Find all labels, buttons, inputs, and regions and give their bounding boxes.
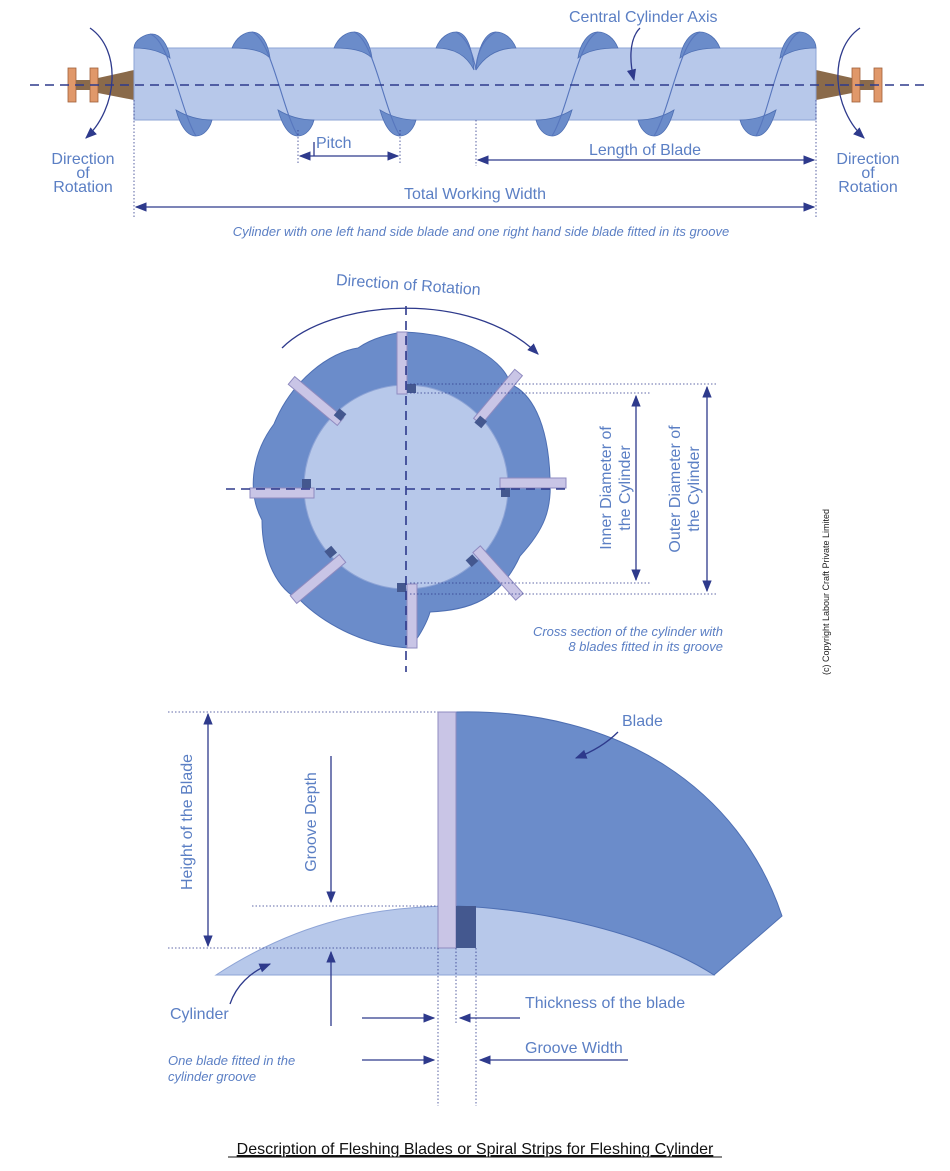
top-caption: Cylinder with one left hand side blade a…: [233, 224, 730, 239]
pitch-label: Pitch: [316, 135, 352, 152]
thickness-label: Thickness of the blade: [525, 995, 685, 1012]
svg-text:the Cylinder: the Cylinder: [686, 446, 703, 532]
cylinder-label: Cylinder: [170, 1006, 229, 1023]
copyright-text: (c) Copyright Labour Craft Private Limit…: [821, 509, 831, 675]
svg-text:of: of: [76, 165, 90, 182]
cross-section-view: Direction of Rotation: [226, 272, 723, 672]
detail-note: One blade fitted in the cylinder groove: [168, 1053, 295, 1084]
blade-strips: [249, 331, 567, 649]
groove-block: [456, 906, 476, 948]
svg-text:Cross section of the cylinder: Cross section of the cylinder with: [533, 624, 723, 639]
total-width-label: Total Working Width: [404, 186, 546, 203]
blade-edge-strip: [437, 711, 457, 949]
svg-text:One blade fitted in the: One blade fitted in the: [168, 1053, 295, 1068]
svg-text:cylinder groove: cylinder groove: [168, 1069, 256, 1084]
svg-text:Direction: Direction: [51, 151, 114, 168]
svg-text:8 blades fitted in its groove: 8 blades fitted in its groove: [568, 639, 723, 654]
outer-diameter-label: Outer Diameter of the Cylinder: [667, 425, 703, 553]
rotation-label: Direction of Rotation: [335, 272, 481, 299]
axis-pointer: [626, 27, 641, 82]
cylinder-body: [133, 47, 817, 121]
axis-label: Central Cylinder Axis: [569, 9, 718, 26]
svg-text:Rotation: Rotation: [838, 179, 898, 196]
inner-diameter-label: Inner Diameter of the Cylinder: [598, 426, 634, 550]
blade-height-label: Height of the Blade: [179, 754, 196, 890]
rotation-arrow-right: [837, 27, 865, 139]
spiral-strands: [149, 31, 801, 137]
svg-text:Rotation: Rotation: [53, 179, 113, 196]
blade-pointer: [574, 731, 619, 759]
svg-text:Inner Diameter of: Inner Diameter of: [598, 426, 615, 550]
rotation-label-left: Direction of Rotation: [51, 151, 114, 196]
blade-detail-view: Height of the Blade Groove Depth Blade C…: [168, 711, 783, 1106]
cylinder-side-view: Central Cylinder Axis Direction of Rotat…: [30, 9, 925, 239]
groove-width-label: Groove Width: [525, 1040, 623, 1057]
figure-title: Description of Fleshing Blades or Spiral…: [237, 1141, 714, 1158]
groove-depth-label: Groove Depth: [303, 772, 320, 872]
cross-section-caption: Cross section of the cylinder with 8 bla…: [533, 624, 723, 654]
rotation-label-right: Direction of Rotation: [836, 151, 899, 196]
rotation-arc-arrow: [281, 307, 539, 355]
svg-text:Direction: Direction: [836, 151, 899, 168]
groove-markers: [302, 384, 510, 592]
spiral-blades: [133, 31, 817, 137]
length-label: Length of Blade: [589, 142, 701, 159]
rotation-arrow-left: [85, 27, 113, 139]
svg-text:the Cylinder: the Cylinder: [617, 445, 634, 531]
blade-label: Blade: [622, 713, 663, 730]
svg-text:of: of: [861, 165, 875, 182]
svg-text:Outer Diameter of: Outer Diameter of: [667, 425, 684, 553]
cylinder-pointer: [229, 963, 272, 1005]
blade-shape: [455, 711, 783, 976]
